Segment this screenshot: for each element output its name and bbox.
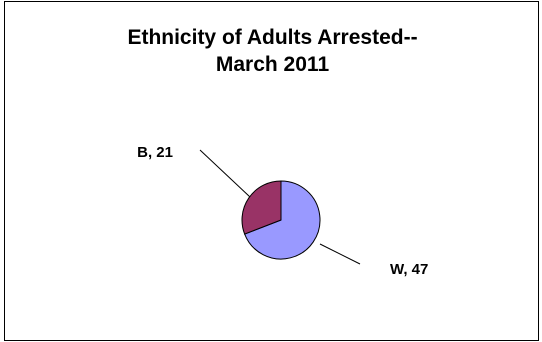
- chart-title-line-1: Ethnicity of Adults Arrested--: [127, 26, 418, 49]
- chart-area: Ethnicity of Adults Arrested-- March 201…: [4, 1, 539, 341]
- leader-line-b: [199, 149, 251, 198]
- pie-chart: B, 21 W, 47: [137, 144, 428, 278]
- chart-title: Ethnicity of Adults Arrested-- March 201…: [5, 24, 540, 78]
- data-label-w: W, 47: [390, 261, 428, 278]
- data-label-b: B, 21: [137, 144, 173, 161]
- chart-title-line-2: March 2011: [215, 53, 330, 76]
- pie-slice-w: [243, 180, 321, 260]
- leader-line-w: [319, 243, 361, 265]
- pie-slice-b: [241, 180, 282, 235]
